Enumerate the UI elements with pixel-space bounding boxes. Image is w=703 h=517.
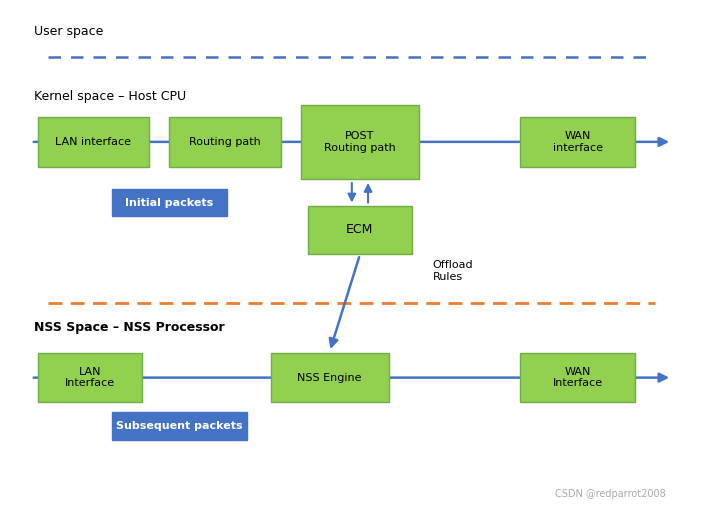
Text: User space: User space xyxy=(34,25,103,38)
Text: LAN interface: LAN interface xyxy=(56,137,131,147)
Text: WAN
interface: WAN interface xyxy=(553,131,602,153)
Text: POST
Routing path: POST Routing path xyxy=(324,131,396,153)
Text: Routing path: Routing path xyxy=(189,137,261,147)
FancyBboxPatch shape xyxy=(169,117,280,166)
FancyBboxPatch shape xyxy=(308,206,412,253)
Text: NSS Engine: NSS Engine xyxy=(297,373,362,383)
Text: NSS Space – NSS Processor: NSS Space – NSS Processor xyxy=(34,321,225,333)
FancyBboxPatch shape xyxy=(271,353,389,402)
Text: CSDN @redparrot2008: CSDN @redparrot2008 xyxy=(555,489,665,499)
Text: Subsequent packets: Subsequent packets xyxy=(116,421,243,431)
FancyBboxPatch shape xyxy=(520,117,635,166)
FancyBboxPatch shape xyxy=(112,413,247,439)
FancyBboxPatch shape xyxy=(38,353,142,402)
FancyBboxPatch shape xyxy=(520,353,635,402)
Text: Kernel space – Host CPU: Kernel space – Host CPU xyxy=(34,90,186,103)
Text: ECM: ECM xyxy=(347,223,373,236)
Text: Offload
Rules: Offload Rules xyxy=(432,260,473,282)
Text: WAN
Interface: WAN Interface xyxy=(553,367,602,388)
FancyBboxPatch shape xyxy=(112,189,226,216)
Text: LAN
Interface: LAN Interface xyxy=(65,367,115,388)
FancyBboxPatch shape xyxy=(38,117,149,166)
FancyBboxPatch shape xyxy=(301,104,419,179)
Text: Initial packets: Initial packets xyxy=(125,197,214,208)
